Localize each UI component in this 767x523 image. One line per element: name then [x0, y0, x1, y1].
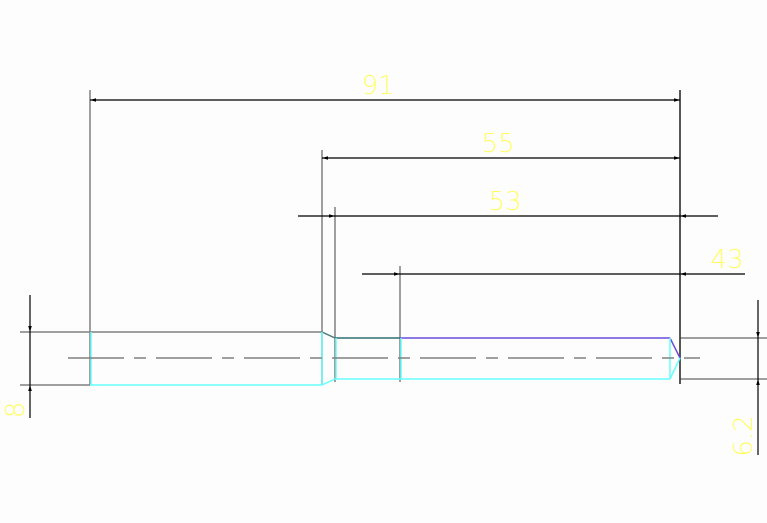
dim-43-text: 43	[710, 245, 743, 275]
dim-55-text: 55	[481, 129, 514, 159]
end-chamfer-top	[669, 337, 681, 359]
dim-6-2-text: 6.2	[729, 415, 759, 456]
step-chamfer-bottom	[321, 378, 336, 386]
end-chamfer-bottom	[669, 357, 681, 380]
shaft-outline	[90, 331, 681, 386]
extension-lines	[20, 90, 767, 386]
step-chamfer-top	[321, 331, 336, 339]
dim-8-text: 8	[1, 402, 31, 419]
dim-91-text: 91	[361, 71, 394, 101]
dim-53-text: 53	[488, 187, 521, 217]
dimension-lines	[28, 98, 760, 455]
